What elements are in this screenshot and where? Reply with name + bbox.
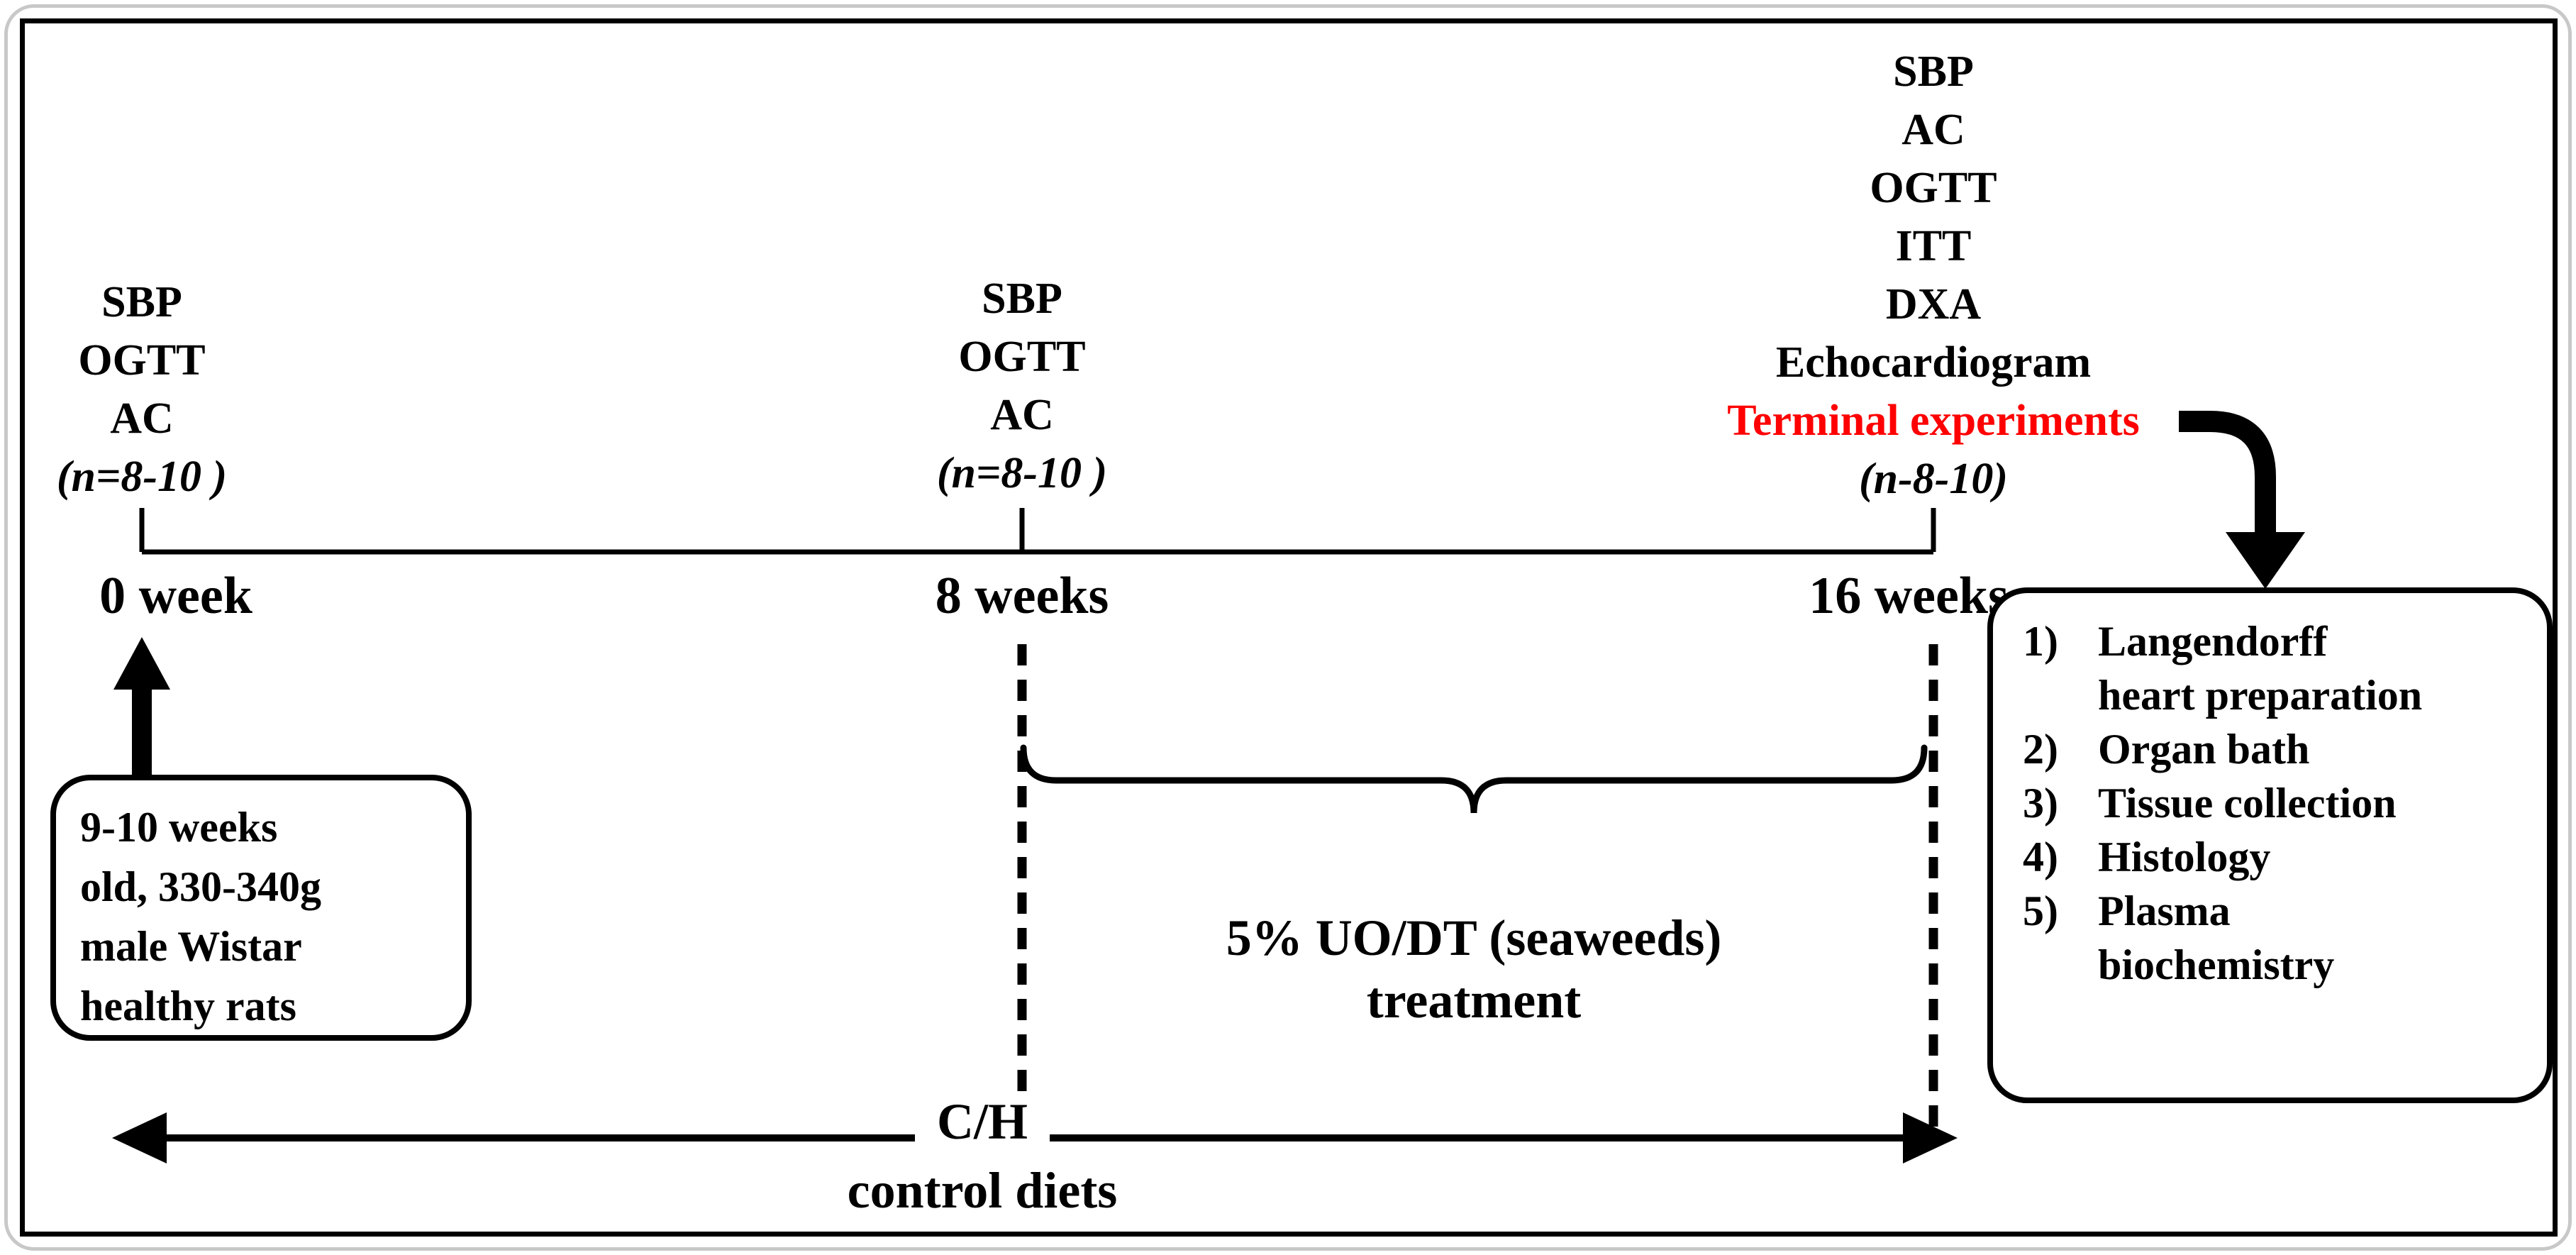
control-diet-label: C/H: [915, 1093, 1050, 1151]
terminal-box-item: 5) Plasma biochemistry: [2023, 884, 2536, 992]
assessments-0-week: SBP OGTT AC (n=8-10 ): [0, 273, 284, 506]
item-text: Langendorff heart preparation: [2098, 614, 2422, 722]
item-number: 4): [2023, 834, 2058, 880]
control-diet-arrow-left-head: [112, 1112, 167, 1163]
item-text-line: Histology: [2098, 834, 2271, 880]
item-text-line: biochemistry: [2098, 941, 2335, 988]
animals-box-line: 9-10 weeks: [80, 804, 278, 851]
assessment-label: SBP: [101, 278, 182, 326]
terminal-experiments-label: Terminal experiments: [1727, 397, 2140, 445]
up-arrow-head: [113, 637, 170, 690]
animals-box: 9-10 weeks old, 330-340g male Wistar hea…: [50, 775, 472, 1041]
item-text: Plasma biochemistry: [2098, 884, 2334, 992]
terminal-experiments-box: 1) Langendorff heart preparation 2) Orga…: [1987, 587, 2553, 1103]
terminal-curved-arrow-head: [2226, 532, 2305, 589]
animals-box-line: old, 330-340g: [80, 863, 322, 910]
item-number: 3): [2023, 780, 2058, 826]
item-number: 1): [2023, 618, 2058, 665]
assessment-label: ITT: [1895, 222, 1972, 270]
item-text: Tissue collection: [2098, 776, 2397, 830]
time-label-8-weeks: 8 weeks: [935, 567, 1109, 625]
treatment-brace: [1020, 744, 1928, 814]
assessment-label: OGTT: [1870, 164, 1997, 212]
item-text: Histology: [2098, 830, 2270, 884]
assessment-label: DXA: [1885, 280, 1982, 328]
terminal-box-item: 2) Organ bath: [2023, 722, 2536, 776]
treatment-label: 5% UO/DT (seaweeds) treatment: [1119, 907, 1828, 1032]
assessment-label: SBP: [982, 275, 1062, 323]
item-text-line: Langendorff: [2098, 618, 2328, 665]
control-diet-arrow-right-head: [1903, 1112, 1958, 1163]
assessment-label: AC: [1902, 106, 1965, 154]
item-text-line: heart preparation: [2098, 672, 2423, 719]
control-diet-sublabel: control diets: [847, 1162, 1118, 1219]
item-text: Organ bath: [2098, 722, 2309, 776]
item-number: 5): [2023, 888, 2058, 934]
treatment-label-line2: treatment: [1366, 972, 1582, 1029]
up-arrow-shaft: [132, 685, 152, 776]
sample-size-label: (n=8-10 ): [936, 449, 1108, 497]
item-number: 2): [2023, 726, 2058, 773]
sample-size-label: (n-8-10): [1858, 455, 2009, 503]
time-label-0-week: 0 week: [99, 567, 252, 625]
assessment-label: SBP: [1893, 48, 1974, 96]
diagram-border: [20, 18, 2558, 1237]
animals-box-line: healthy rats: [80, 983, 296, 1029]
assessment-label: AC: [110, 394, 174, 443]
assessments-16-weeks: SBP AC OGTT ITT DXA Echocardiogram Termi…: [1650, 43, 2217, 508]
treatment-label-line1: 5% UO/DT (seaweeds): [1226, 910, 1722, 966]
animals-box-line: male Wistar: [80, 923, 302, 970]
terminal-box-item: 3) Tissue collection: [2023, 776, 2536, 830]
item-text-line: Tissue collection: [2098, 780, 2397, 826]
terminal-curved-arrow: [2179, 411, 2276, 535]
assessments-8-weeks: SBP OGTT AC (n=8-10 ): [880, 270, 1164, 502]
assessment-label: OGTT: [958, 333, 1086, 381]
assessment-label: OGTT: [78, 336, 206, 385]
time-label-16-weeks: 16 weeks: [1809, 567, 2009, 625]
terminal-box-item: 4) Histology: [2023, 830, 2536, 884]
assessment-label: AC: [990, 391, 1054, 439]
assessment-label: Echocardiogram: [1775, 338, 2092, 387]
terminal-box-item: 1) Langendorff heart preparation: [2023, 614, 2536, 722]
item-text-line: Organ bath: [2098, 726, 2310, 773]
item-text-line: Plasma: [2098, 888, 2231, 934]
sample-size-label: (n=8-10 ): [56, 453, 228, 501]
